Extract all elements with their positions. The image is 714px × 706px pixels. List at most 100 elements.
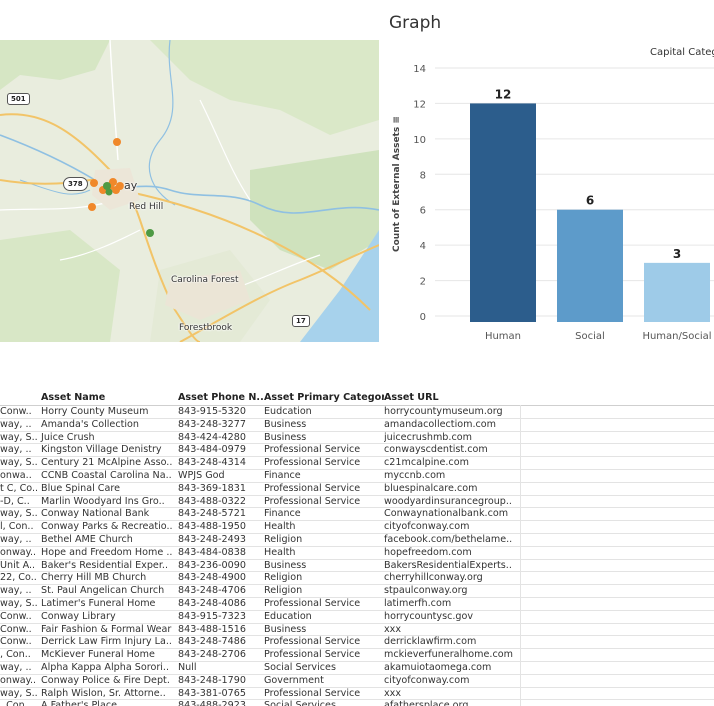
table-row[interactable]: way, .. Amanda's Collection 843-248-3277 Bu… <box>0 418 714 432</box>
table-row[interactable]: way, .. Kingston Village Denistry 843-484-… <box>0 443 714 458</box>
table-row[interactable]: way, S.. Latimer's Funeral Home 843-248-40… <box>0 597 714 611</box>
table-row[interactable]: t C, Co.. Blue Spinal Care 843-369-1831 Pro… <box>0 482 714 496</box>
map-label-carolina-forest: Carolina Forest <box>171 275 239 285</box>
table-row[interactable]: way, S.. Century 21 McAlpine Asso.. 843-24… <box>0 456 714 470</box>
y-tick-label: 12 <box>413 99 426 110</box>
table-cell: Professional Service <box>264 635 384 650</box>
asset-table: Asset Name Asset Phone N.. Asset Primary C… <box>0 390 714 706</box>
table-cell <box>519 495 714 509</box>
table-cell: Blue Spinal Care <box>40 482 178 496</box>
table-cell: Professional Service <box>264 687 384 701</box>
table-cell: Religion <box>264 571 384 586</box>
table-cell <box>519 687 714 701</box>
table-row[interactable]: 22, Co.. Cherry Hill MB Church 843-248-490… <box>0 571 714 586</box>
bar-human[interactable] <box>470 103 536 322</box>
table-cell: conwayscdentist.com <box>384 443 520 458</box>
asset-marker[interactable] <box>109 178 117 186</box>
table-cell: 843-248-1790 <box>178 674 264 688</box>
table-cell: 843-248-2706 <box>178 648 264 662</box>
column-header[interactable]: Asset Name <box>41 392 106 403</box>
table-cell: 843-488-0322 <box>178 495 264 509</box>
asset-marker[interactable] <box>105 188 113 196</box>
bar-social[interactable] <box>557 209 623 322</box>
x-category-label: Human/Social <box>642 331 711 342</box>
table-cell: Finance <box>264 507 384 522</box>
table-cell: Latimer's Funeral Home <box>40 597 178 611</box>
table-cell: afathersplace.org <box>384 699 520 706</box>
table-cell <box>519 571 714 586</box>
table-cell <box>519 597 714 611</box>
table-row[interactable]: Conw.. Horry County Museum 843-915-5320 Eud… <box>0 405 714 419</box>
asset-marker[interactable] <box>88 203 96 211</box>
column-header[interactable]: Asset Phone N.. <box>178 392 264 403</box>
table-cell: Conway National Bank <box>40 507 178 522</box>
bar-data-label: 6 <box>586 194 594 208</box>
table-cell: Professional Service <box>264 597 384 611</box>
table-cell: BakersResidentialExperts.. <box>384 559 520 573</box>
table-row[interactable]: Conw.. Derrick Law Firm Injury La.. 843-24… <box>0 635 714 650</box>
table-cell: cityofconway.com <box>384 674 520 688</box>
table-row[interactable]: l, Con.. Conway Parks & Recreatio.. 843-48… <box>0 520 714 534</box>
table-cell: Marlin Woodyard Ins Gro.. <box>40 495 178 509</box>
table-cell: 843-915-7323 <box>178 610 264 624</box>
table-row[interactable]: Conw.. Conway Library 843-915-7323 Educatio… <box>0 610 714 624</box>
column-header[interactable] <box>520 390 714 406</box>
table-row[interactable]: way, .. Bethel AME Church 843-248-2493 Reli… <box>0 533 714 547</box>
table-cell: Baker's Residential Exper.. <box>40 559 178 573</box>
table-cell <box>519 533 714 547</box>
asset-marker[interactable] <box>90 179 98 187</box>
table-row[interactable]: . Con.. A Father's Place 843-488-2923 Socia… <box>0 699 714 706</box>
table-row[interactable]: way, .. Alpha Kappa Alpha Sorori.. Null Soc… <box>0 661 714 675</box>
table-cell: way, .. <box>0 661 40 675</box>
table-cell: Health <box>264 546 384 560</box>
bar-human-social[interactable] <box>644 262 710 322</box>
table-cell <box>519 661 714 675</box>
table-cell: Null <box>178 661 264 675</box>
table-cell: 843-484-0979 <box>178 443 264 458</box>
table-cell: Business <box>264 431 384 445</box>
table-cell <box>519 674 714 688</box>
asset-marker[interactable] <box>103 182 111 190</box>
table-cell: way, .. <box>0 533 40 547</box>
table-cell: c21mcalpine.com <box>384 456 520 470</box>
table-cell: latimerfh.com <box>384 597 520 611</box>
table-row[interactable]: way, S.. Conway National Bank 843-248-5721… <box>0 507 714 522</box>
table-cell: way, S.. <box>0 507 40 522</box>
table-cell: Religion <box>264 533 384 547</box>
table-cell: Derrick Law Firm Injury La.. <box>40 635 178 650</box>
table-cell: 843-248-4706 <box>178 584 264 598</box>
table-row[interactable]: way, S.. Ralph Wislon, Sr. Attorne.. 843-3… <box>0 687 714 701</box>
table-row[interactable]: -D, C.. Marlin Woodyard Ins Gro.. 843-488-… <box>0 495 714 509</box>
map-view[interactable]: 501 378 17 ay Red Hill Carolina Forest F… <box>0 40 379 342</box>
table-row[interactable]: onway.. Conway Police & Fire Dept. 843-248… <box>0 674 714 688</box>
table-row[interactable]: , Con.. McKiever Funeral Home 843-248-2706… <box>0 648 714 662</box>
table-row[interactable]: way, .. St. Paul Angelican Church 843-248-… <box>0 584 714 598</box>
table-row[interactable]: way, S.. Juice Crush 843-424-4280 Business j… <box>0 431 714 445</box>
table-cell: l, Con.. <box>0 520 40 534</box>
table-cell: cherryhillconway.org <box>384 571 520 586</box>
table-cell: 843-488-1516 <box>178 623 264 637</box>
table-cell <box>519 456 714 470</box>
table-cell: Fair Fashion & Formal Wear <box>40 623 178 637</box>
asset-marker[interactable] <box>113 138 121 146</box>
table-cell: akamuiotaomega.com <box>384 661 520 675</box>
table-cell <box>519 546 714 560</box>
asset-marker[interactable] <box>146 229 154 237</box>
table-row[interactable]: Conw.. Fair Fashion & Formal Wear 843-488-… <box>0 623 714 637</box>
y-tick-label: 10 <box>413 135 426 146</box>
table-cell: Bethel AME Church <box>40 533 178 547</box>
column-header[interactable]: Asset Primary Category <box>264 392 384 403</box>
table-row[interactable]: onwa.. CCNB Coastal Carolina Na.. WPJS God… <box>0 469 714 483</box>
table-row[interactable]: onway.. Hope and Freedom Home .. 843-484-0… <box>0 546 714 560</box>
table-cell: stpaulconway.org <box>384 584 520 598</box>
table-cell <box>519 648 714 662</box>
column-header[interactable] <box>0 390 40 406</box>
table-cell: cityofconway.com <box>384 520 520 534</box>
table-cell: Conway Library <box>40 610 178 624</box>
table-cell: 843-236-0090 <box>178 559 264 573</box>
column-header[interactable]: Asset URL <box>384 392 439 403</box>
table-row[interactable]: Unit A.. Baker's Residential Exper.. 843-2… <box>0 559 714 573</box>
asset-marker[interactable] <box>116 182 124 190</box>
y-tick-label: 2 <box>420 277 426 288</box>
map-label-forestbrook: Forestbrook <box>179 323 233 333</box>
